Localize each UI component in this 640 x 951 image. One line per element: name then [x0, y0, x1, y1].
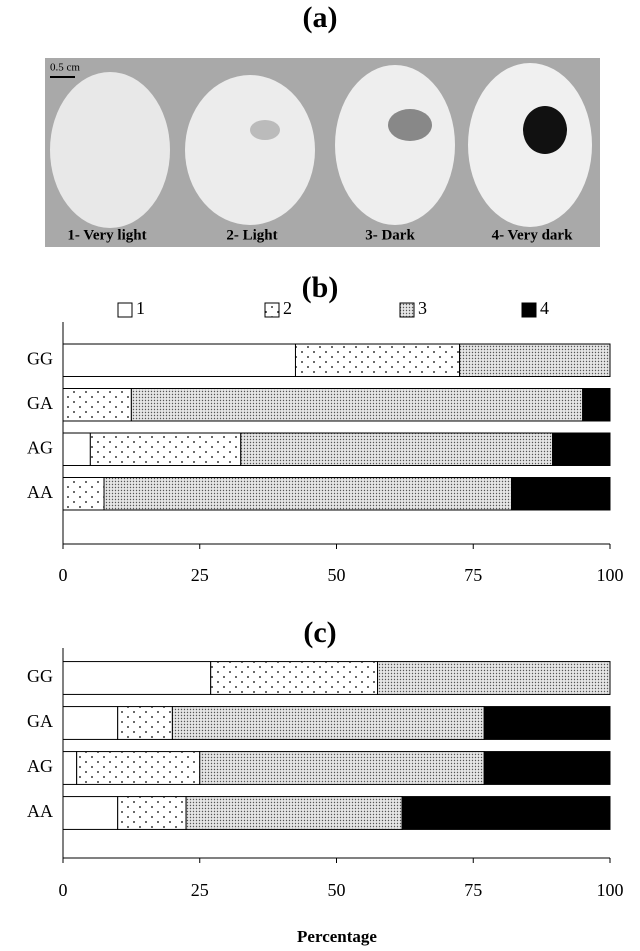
chart-title: (b)	[302, 271, 339, 304]
x-axis-label: Percentage	[297, 927, 377, 946]
bar-segment	[240, 432, 554, 466]
y-tick-label: AA	[27, 801, 53, 821]
bar-segment	[62, 388, 132, 422]
photo-caption: 1- Very light	[67, 227, 146, 243]
bar-segment	[483, 751, 611, 785]
bar-segment	[76, 751, 201, 785]
x-tick-label: 100	[597, 880, 624, 900]
bar-segment	[199, 751, 485, 785]
bar-segment	[210, 661, 379, 695]
bar-segment	[62, 706, 119, 740]
chart-title: (c)	[303, 616, 336, 649]
y-tick-label: GA	[27, 711, 53, 731]
bar-segment	[171, 706, 485, 740]
x-tick-label: 75	[464, 880, 482, 900]
bar-segment	[185, 796, 403, 830]
bar-segment	[401, 796, 611, 830]
photo-caption: 2- Light	[226, 227, 277, 243]
panel-label: (a)	[303, 1, 338, 34]
bar-segment	[62, 751, 78, 785]
bar-segment	[62, 477, 105, 511]
bar-segment	[62, 343, 296, 377]
bar-segment	[89, 432, 242, 466]
x-tick-label: 25	[191, 880, 209, 900]
bar-segment	[62, 432, 91, 466]
photo-caption: 4- Very dark	[492, 227, 573, 243]
bar-segment	[377, 661, 611, 695]
legend-swatch	[399, 302, 415, 318]
legend-swatch	[117, 302, 133, 318]
bar-segment	[552, 432, 611, 466]
bar-segment	[582, 388, 611, 422]
photo	[45, 58, 600, 247]
y-tick-label: GA	[27, 393, 53, 413]
legend-swatch	[521, 302, 537, 318]
y-tick-label: AG	[27, 437, 53, 457]
y-tick-label: GG	[27, 348, 53, 368]
bar-segment	[103, 477, 513, 511]
bar-segment	[459, 343, 611, 377]
x-tick-label: 0	[59, 565, 68, 585]
legend-label: 3	[418, 298, 427, 318]
y-tick-label: AA	[27, 482, 53, 502]
bar-segment	[62, 796, 119, 830]
x-tick-label: 100	[597, 565, 624, 585]
legend-label: 2	[283, 298, 292, 318]
x-tick-label: 25	[191, 565, 209, 585]
x-tick-label: 0	[59, 880, 68, 900]
legend-swatch	[264, 302, 280, 318]
bar-segment	[294, 343, 461, 377]
y-tick-label: GG	[27, 666, 53, 686]
y-tick-label: AG	[27, 756, 53, 776]
bar-segment	[511, 477, 611, 511]
bar-segment	[130, 388, 584, 422]
bar-segment	[483, 706, 611, 740]
photo-caption: 3- Dark	[365, 227, 415, 243]
x-tick-label: 75	[464, 565, 482, 585]
legend-label: 1	[136, 298, 145, 318]
legend-label: 4	[540, 298, 549, 318]
scale-label: 0.5 cm	[50, 62, 80, 74]
bar-segment	[62, 661, 212, 695]
x-tick-label: 50	[328, 880, 346, 900]
bar-segment	[117, 796, 187, 830]
bar-segment	[117, 706, 173, 740]
x-tick-label: 50	[328, 565, 346, 585]
